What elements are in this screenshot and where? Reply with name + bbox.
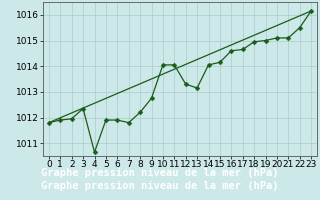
Text: Graphe pression niveau de la mer (hPa): Graphe pression niveau de la mer (hPa) <box>41 168 279 178</box>
Text: Graphe pression niveau de la mer (hPa): Graphe pression niveau de la mer (hPa) <box>41 181 279 191</box>
